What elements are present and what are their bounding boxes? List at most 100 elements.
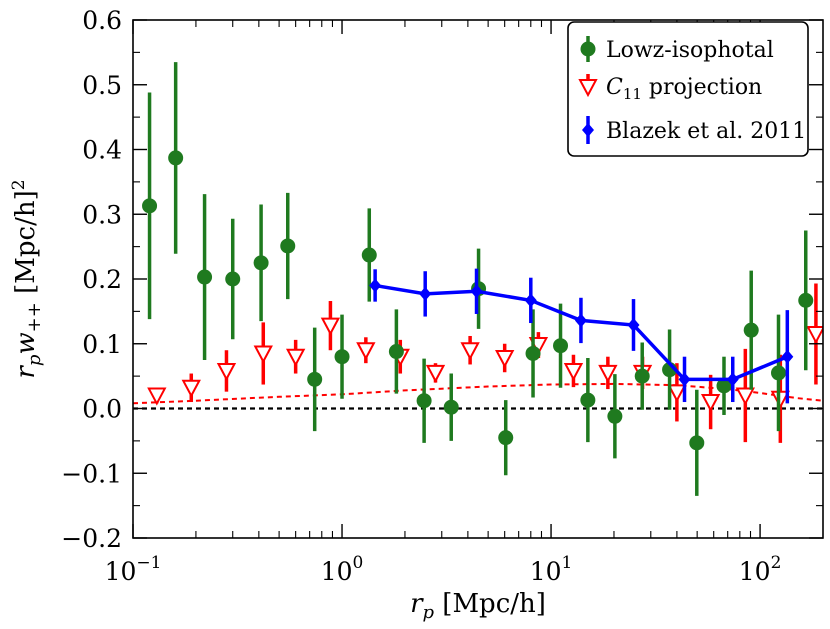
data-point-c11 — [147, 387, 167, 406]
data-point-lowz — [334, 349, 350, 365]
data-point-lowz — [689, 435, 705, 451]
model-curve-c11 — [133, 382, 823, 405]
data-point-c11 — [667, 384, 687, 403]
legend-lowz-label: Lowz-isophotal — [606, 38, 774, 63]
data-point-lowz — [307, 371, 323, 387]
x-tick-label-base: 10 — [530, 557, 562, 586]
x-tick-label-base: 10 — [739, 557, 771, 586]
legend-c11-label-rest: projection — [642, 75, 762, 100]
legend-c11-label: C11 projection — [606, 75, 762, 103]
legend-entry-blazek: Blazek et al. 2011 — [582, 116, 806, 144]
data-point-lowz — [607, 408, 623, 424]
legend-c11-marker — [578, 79, 598, 98]
y-tick-label: 0.3 — [82, 200, 122, 229]
data-point-blazek — [726, 372, 739, 387]
data-point-lowz — [225, 271, 241, 287]
data-point-lowz — [743, 322, 759, 338]
y-axis-label-r: r — [11, 365, 41, 379]
legend-entry-lowz: Lowz-isophotal — [580, 36, 774, 63]
data-point-lowz — [361, 247, 377, 263]
data-point-c11 — [285, 348, 306, 367]
plot-area — [133, 62, 823, 496]
x-tick-label-exp: −1 — [136, 553, 161, 573]
data-point-blazek — [678, 372, 691, 387]
data-point-lowz — [498, 430, 514, 446]
data-point-blazek — [781, 349, 794, 364]
data-point-lowz — [716, 378, 732, 394]
data-point-lowz — [580, 392, 596, 408]
data-point-c11 — [320, 317, 341, 336]
data-point-lowz — [142, 198, 158, 214]
data-point-c11 — [460, 342, 480, 361]
legend-blazek-marker — [582, 123, 594, 137]
legend: Lowz-isophotal C11 projection Blazek et … — [567, 21, 809, 157]
x-tick-label: 101 — [530, 553, 573, 586]
y-tick-label: 0.1 — [82, 330, 122, 359]
legend-c11-label-main: C — [606, 75, 623, 100]
data-point-c11 — [495, 349, 515, 369]
x-axis-label-unit: [Mpc/h] — [434, 589, 546, 619]
y-axis-label: rpw++ [Mpc/h]2 — [9, 179, 45, 378]
data-point-lowz — [388, 344, 404, 360]
data-point-lowz — [443, 399, 459, 415]
x-axis-label-sub: p — [423, 602, 435, 623]
x-axis-label: rp [Mpc/h] — [410, 589, 546, 623]
data-point-c11 — [598, 364, 618, 384]
y-axis-label-r-sub: p — [24, 354, 45, 366]
data-point-lowz — [525, 345, 541, 361]
data-point-lowz — [280, 238, 296, 254]
model-curve-layer — [133, 382, 823, 405]
plot-frame — [132, 19, 824, 539]
tick-labels: 10−1 100 101 102−0.2−0.10.00.10.20.30.40.50… — [61, 6, 781, 586]
data-point-lowz — [553, 338, 569, 354]
y-tick-label: −0.2 — [61, 524, 122, 553]
data-point-lowz — [634, 368, 650, 384]
data-point-c11 — [700, 394, 721, 413]
legend-c11-label-sub: 11 — [623, 85, 642, 103]
x-tick-label-exp: 1 — [562, 553, 573, 573]
data-point-c11 — [356, 342, 376, 361]
legend-frame — [567, 21, 809, 157]
series-layer — [142, 62, 823, 496]
data-point-blazek — [369, 278, 382, 293]
data-point-blazek — [574, 313, 587, 328]
x-tick-label: 102 — [739, 553, 782, 586]
data-point-blazek — [470, 284, 483, 299]
x-tick-label-base: 10 — [321, 557, 353, 586]
legend-blazek-label: Blazek et al. 2011 — [606, 119, 806, 144]
data-point-c11 — [181, 379, 201, 398]
data-point-lowz — [798, 292, 814, 308]
y-tick-label: 0.5 — [82, 71, 122, 100]
x-tick-label: 10−1 — [105, 553, 162, 586]
data-point-lowz — [197, 269, 213, 285]
data-point-c11 — [806, 326, 823, 345]
y-tick-label: 0.6 — [82, 6, 122, 35]
data-point-lowz — [253, 255, 269, 271]
series-diamond — [369, 268, 794, 404]
y-tick-label: 0.0 — [82, 395, 122, 424]
data-point-c11 — [770, 390, 791, 409]
legend-lowz-marker — [580, 41, 596, 57]
y-tick-label: 0.2 — [82, 265, 122, 294]
x-tick-label-exp: 0 — [353, 553, 364, 573]
y-axis-label-power: 2 — [9, 179, 29, 190]
data-point-c11 — [253, 345, 273, 364]
x-tick-label-base: 10 — [105, 557, 137, 586]
data-point-lowz — [416, 393, 432, 409]
data-point-c11 — [425, 364, 446, 384]
data-point-c11 — [563, 362, 584, 382]
data-point-lowz — [168, 150, 184, 166]
data-point-c11 — [735, 387, 755, 406]
data-point-lowz — [770, 365, 786, 381]
data-point-blazek — [627, 317, 640, 332]
y-tick-label: 0.4 — [82, 136, 122, 165]
x-tick-label: 100 — [321, 553, 364, 586]
data-point-blazek — [419, 286, 432, 301]
y-axis-label-w: w — [11, 332, 41, 354]
data-point-c11 — [216, 362, 237, 382]
y-axis-label-w-sub: ++ — [24, 302, 45, 332]
legend-entry-c11: C11 projection — [578, 74, 762, 103]
x-tick-label-exp: 2 — [771, 553, 782, 573]
y-tick-label: −0.1 — [61, 459, 122, 488]
